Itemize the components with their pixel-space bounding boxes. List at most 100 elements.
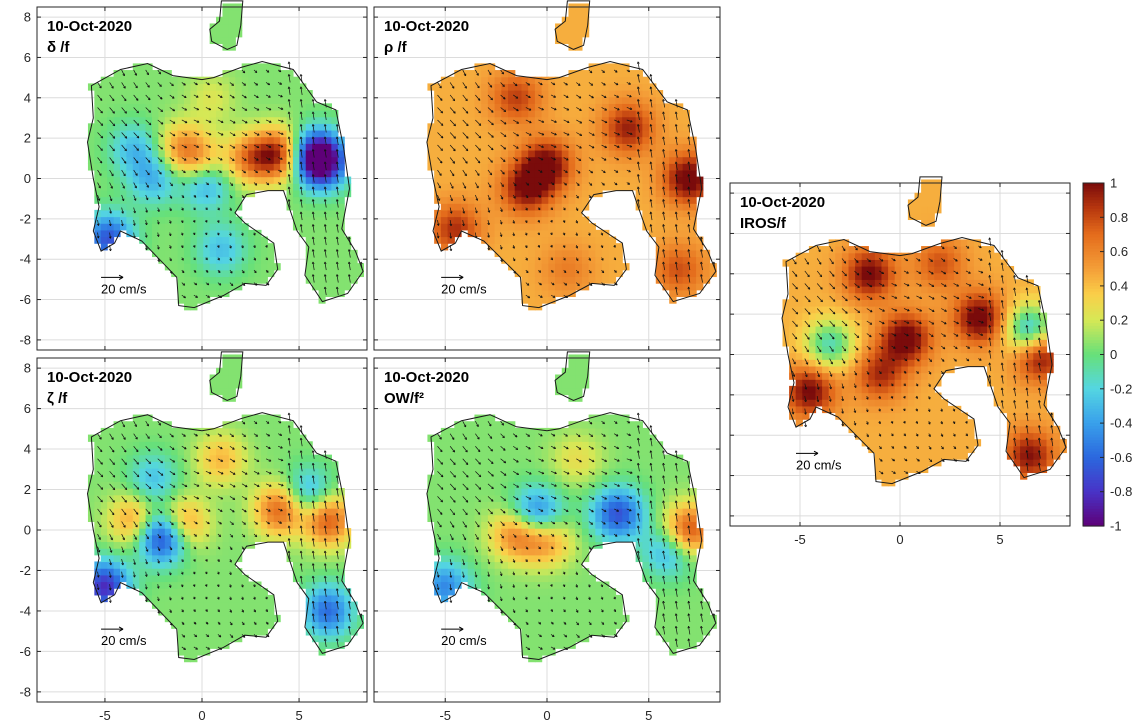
heat-cell [501,249,509,258]
velocity-arrowhead [216,232,220,236]
heat-cell [689,256,697,264]
velocity-arrow [145,144,151,151]
heat-cell [434,223,442,231]
velocity-arrowhead [311,224,315,227]
heat-cell [337,136,345,144]
heat-cell [203,136,211,144]
heat-cell [541,223,549,231]
heat-cell [292,196,300,204]
heat-cell [356,263,364,271]
velocity-arrow [462,169,467,177]
velocity-arrow [121,496,127,503]
heat-cell [273,103,281,111]
heat-cell [184,561,192,569]
velocity-arrowhead [477,160,481,164]
heat-cell [222,447,230,456]
velocity-arrow [336,211,339,221]
heat-cell [434,143,442,151]
heat-cell [331,256,339,264]
heat-cell [581,136,590,144]
heat-cell [337,548,345,556]
velocity-arrow [675,249,678,258]
velocity-arrow [109,107,115,114]
heat-cell [292,189,300,198]
heat-cell [177,196,185,204]
heat-cell [337,608,345,616]
heat-cell [534,96,543,104]
heat-cell [152,534,160,543]
heat-cell [152,548,160,556]
velocity-arrow [277,119,284,123]
heat-cell [568,203,576,211]
heat-cell [461,90,469,98]
heat-cell [119,90,127,98]
heat-cell [177,561,185,569]
velocity-arrow [500,119,507,125]
heat-cell [669,196,677,204]
heat-cell [292,447,300,456]
velocity-arrowhead [636,61,640,64]
heat-cell [196,454,204,462]
heat-cell [461,123,469,131]
heat-cell [145,143,153,151]
velocity-arrowhead [614,270,617,273]
velocity-arrowhead [121,562,124,566]
heat-cell [575,90,583,98]
heat-cell [254,243,262,251]
heat-cell [331,223,339,231]
heat-cell [501,70,509,78]
heat-cell [139,136,147,144]
velocity-arrow [109,533,113,541]
heat-cell [337,196,345,204]
velocity-arrowhead [169,258,172,262]
heat-cell [139,203,147,211]
heat-cell [235,508,243,516]
heat-cell [447,116,455,124]
velocity-arrowhead [525,208,528,211]
heat-cell [267,621,275,629]
heat-cell [615,83,623,91]
heat-cell [312,183,320,191]
heat-cell [126,223,134,231]
heat-cell [94,143,102,151]
heat-cell [184,96,192,104]
heat-cell [331,488,339,496]
velocity-arrowhead [159,159,163,162]
velocity-arrowhead [253,245,256,249]
heat-cell [312,461,320,469]
heat-cell [254,229,262,238]
velocity-arrowhead [287,161,291,165]
heat-cell [481,189,489,198]
heat-cell [440,169,449,178]
heat-cell [305,521,313,529]
velocity-arrowhead [613,257,617,261]
domain-outline-north [209,0,244,50]
velocity-arrowhead [183,83,186,86]
heat-cell [216,76,224,84]
velocity-arrowhead [603,95,607,99]
heat-cell [196,136,204,144]
velocity-arrowhead [335,261,339,265]
velocity-arrow [121,521,126,528]
velocity-arrow [133,82,138,89]
heat-cell [447,96,455,104]
velocity-arrowhead [462,198,466,202]
velocity-arrowhead [147,160,151,163]
heat-cell [260,488,268,496]
velocity-arrow [169,169,174,174]
heat-cell [184,574,192,583]
heat-cell [241,467,249,476]
heat-cell [248,129,256,138]
heat-cell [209,129,217,138]
heat-cell [447,223,455,231]
heat-cell [675,236,684,244]
velocity-arrow [437,232,439,239]
velocity-arrowhead [616,157,619,161]
heat-cell [534,189,543,198]
heat-cell [209,454,217,462]
heat-cell [474,216,482,224]
heat-cell [139,467,147,476]
heat-cell [113,434,121,442]
velocity-arrowhead [577,170,581,174]
